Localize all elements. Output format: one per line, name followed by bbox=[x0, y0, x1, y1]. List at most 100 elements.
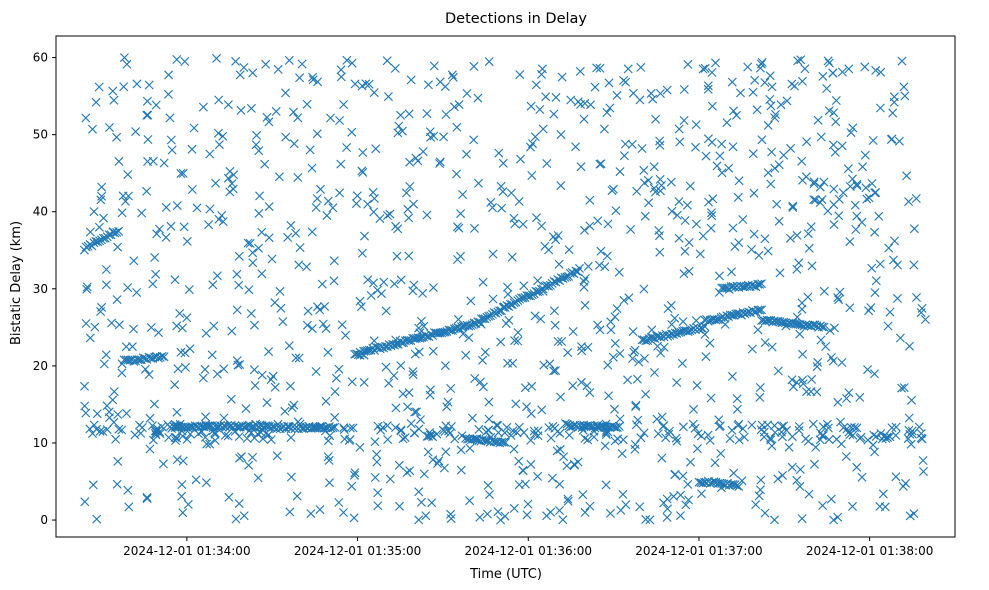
data-point bbox=[328, 423, 338, 433]
data-point bbox=[846, 422, 856, 432]
data-point bbox=[144, 370, 154, 379]
data-point bbox=[531, 80, 541, 90]
data-point bbox=[719, 283, 729, 293]
data-point bbox=[909, 260, 919, 270]
data-point bbox=[835, 287, 845, 297]
data-point bbox=[318, 319, 328, 329]
data-point bbox=[489, 437, 499, 447]
data-point bbox=[883, 321, 893, 331]
data-point bbox=[390, 63, 400, 73]
data-point bbox=[404, 251, 414, 261]
data-point bbox=[178, 456, 188, 466]
data-point bbox=[308, 75, 318, 85]
data-point bbox=[90, 322, 100, 332]
data-point bbox=[494, 148, 504, 158]
data-point bbox=[312, 194, 322, 204]
data-point bbox=[603, 219, 613, 229]
data-point bbox=[228, 184, 238, 194]
data-point bbox=[533, 431, 543, 441]
data-point bbox=[335, 116, 345, 125]
data-point bbox=[619, 151, 629, 161]
data-point bbox=[470, 223, 479, 233]
data-point bbox=[655, 89, 665, 98]
data-point bbox=[381, 362, 391, 372]
data-point bbox=[501, 438, 510, 447]
data-point bbox=[767, 82, 777, 92]
data-point bbox=[172, 201, 182, 211]
data-point bbox=[264, 233, 274, 243]
data-point bbox=[704, 197, 714, 207]
data-point bbox=[384, 378, 394, 388]
data-point bbox=[306, 509, 316, 519]
data-point bbox=[706, 223, 716, 233]
data-point bbox=[766, 435, 776, 445]
data-point bbox=[564, 430, 574, 440]
data-point bbox=[172, 407, 182, 417]
data-point bbox=[112, 295, 122, 305]
data-point bbox=[868, 136, 878, 145]
data-point bbox=[676, 490, 686, 500]
data-point bbox=[822, 84, 832, 93]
data-point bbox=[870, 288, 880, 298]
data-point bbox=[167, 145, 177, 155]
data-point bbox=[830, 323, 839, 333]
data-point bbox=[441, 447, 451, 457]
data-point bbox=[816, 132, 826, 142]
data-point bbox=[376, 425, 386, 435]
data-point bbox=[626, 225, 636, 234]
data-point bbox=[732, 110, 741, 120]
data-point bbox=[575, 263, 584, 273]
data-point bbox=[92, 514, 102, 524]
data-point bbox=[182, 313, 192, 323]
data-point bbox=[122, 59, 132, 69]
data-point bbox=[246, 422, 256, 432]
data-point bbox=[889, 255, 898, 265]
data-point bbox=[663, 504, 672, 514]
data-point bbox=[428, 346, 438, 356]
data-point bbox=[396, 426, 406, 436]
data-point bbox=[747, 245, 756, 254]
data-point bbox=[580, 433, 590, 443]
data-point bbox=[99, 359, 109, 369]
data-point bbox=[678, 317, 688, 327]
data-point bbox=[614, 421, 624, 431]
data-point bbox=[320, 302, 330, 311]
data-point bbox=[542, 159, 552, 168]
data-point bbox=[688, 419, 698, 429]
data-point bbox=[437, 328, 447, 338]
data-point bbox=[831, 96, 841, 105]
data-point bbox=[147, 421, 157, 431]
data-point bbox=[602, 251, 612, 261]
data-point bbox=[878, 489, 888, 499]
data-point bbox=[656, 186, 665, 196]
data-point bbox=[81, 113, 91, 123]
data-point bbox=[680, 246, 690, 256]
data-point bbox=[184, 285, 194, 295]
data-point bbox=[258, 434, 268, 444]
data-point bbox=[412, 407, 421, 417]
data-point bbox=[636, 433, 646, 443]
y-axis: 0 10 20 30 40 50 60 bbox=[33, 51, 56, 527]
data-point bbox=[576, 377, 586, 387]
data-point bbox=[848, 501, 857, 511]
data-point bbox=[278, 317, 288, 327]
data-point bbox=[731, 309, 741, 319]
data-point bbox=[404, 213, 414, 223]
data-point bbox=[250, 320, 259, 330]
data-point bbox=[244, 460, 254, 470]
data-point bbox=[154, 328, 163, 338]
data-point bbox=[464, 333, 474, 343]
data-point bbox=[363, 275, 373, 285]
data-point bbox=[446, 514, 456, 524]
data-point bbox=[371, 144, 381, 154]
data-point bbox=[778, 470, 787, 480]
data-point bbox=[914, 422, 924, 432]
data-point bbox=[317, 279, 327, 289]
data-point bbox=[372, 449, 382, 459]
data-point bbox=[391, 339, 401, 349]
data-point bbox=[469, 135, 479, 145]
data-point bbox=[163, 89, 173, 99]
data-point bbox=[497, 437, 507, 447]
data-point bbox=[271, 106, 281, 116]
data-point bbox=[101, 350, 111, 360]
